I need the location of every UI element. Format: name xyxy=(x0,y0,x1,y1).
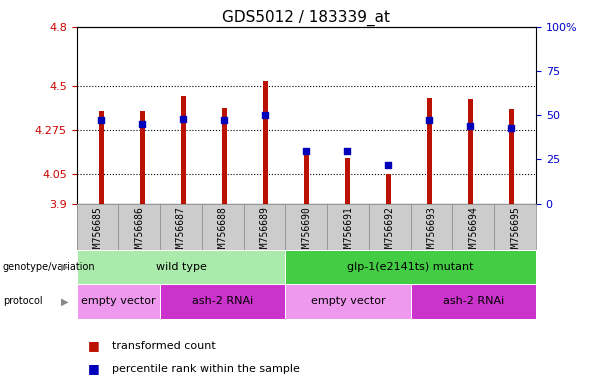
Point xyxy=(260,112,270,118)
Bar xyxy=(427,98,432,204)
Bar xyxy=(222,108,227,204)
Bar xyxy=(304,154,309,204)
Text: ■: ■ xyxy=(88,362,100,375)
Text: glp-1(e2141ts) mutant: glp-1(e2141ts) mutant xyxy=(348,262,474,272)
Title: GDS5012 / 183339_at: GDS5012 / 183339_at xyxy=(222,9,391,25)
Text: ash-2 RNAi: ash-2 RNAi xyxy=(192,296,253,306)
Text: protocol: protocol xyxy=(3,296,42,306)
Point xyxy=(466,123,475,129)
Text: GSM756695: GSM756695 xyxy=(510,206,520,259)
Point xyxy=(425,118,434,124)
Text: ash-2 RNAi: ash-2 RNAi xyxy=(443,296,504,306)
Text: GSM756686: GSM756686 xyxy=(134,206,144,259)
Text: transformed count: transformed count xyxy=(112,341,216,351)
Text: GSM756690: GSM756690 xyxy=(302,206,311,259)
Text: GSM756693: GSM756693 xyxy=(426,206,436,259)
Bar xyxy=(509,109,514,204)
Point xyxy=(302,147,311,154)
Bar xyxy=(140,111,145,204)
Text: wild type: wild type xyxy=(155,262,206,272)
Text: ▶: ▶ xyxy=(61,262,68,272)
Text: empty vector: empty vector xyxy=(311,296,385,306)
Bar xyxy=(263,81,268,204)
Point xyxy=(97,118,106,124)
Bar xyxy=(468,99,473,204)
Text: ▶: ▶ xyxy=(61,296,68,306)
Point xyxy=(343,147,352,154)
Text: GSM756688: GSM756688 xyxy=(218,206,228,259)
Text: GSM756687: GSM756687 xyxy=(176,206,186,259)
Bar xyxy=(181,96,186,204)
Text: GSM756691: GSM756691 xyxy=(343,206,353,259)
Text: GSM756694: GSM756694 xyxy=(468,206,478,259)
Text: GSM756692: GSM756692 xyxy=(385,206,395,259)
Text: genotype/variation: genotype/variation xyxy=(3,262,95,272)
Point xyxy=(507,124,516,131)
Bar xyxy=(99,111,104,204)
Point xyxy=(220,118,229,124)
Text: empty vector: empty vector xyxy=(81,296,155,306)
Point xyxy=(178,116,188,122)
Bar xyxy=(386,174,391,204)
Point xyxy=(137,121,147,127)
Text: GSM756685: GSM756685 xyxy=(92,206,102,259)
Text: GSM756689: GSM756689 xyxy=(260,206,270,259)
Text: ■: ■ xyxy=(88,339,100,352)
Point xyxy=(383,162,393,168)
Text: percentile rank within the sample: percentile rank within the sample xyxy=(112,364,300,374)
Bar xyxy=(345,158,350,204)
